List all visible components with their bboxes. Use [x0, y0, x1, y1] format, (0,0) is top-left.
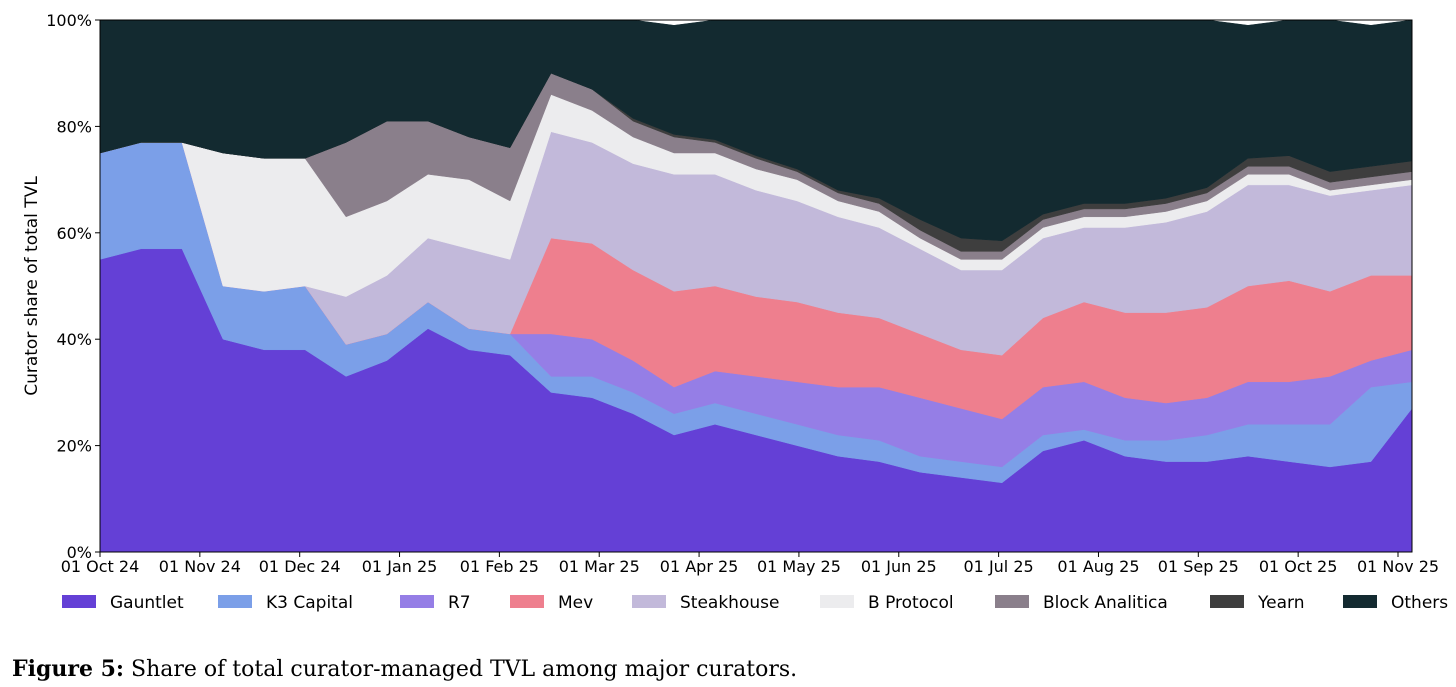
x-tick-label: 01 Sep 25: [1158, 557, 1239, 576]
x-tick-label: 01 Oct 25: [1259, 557, 1338, 576]
plot-frame: [99, 19, 1413, 553]
x-tick-label: 01 Jul 25: [964, 557, 1034, 576]
stacked-area-chart: 0%20%40%60%80%100% 01 Oct 24 01 Nov 24 01 …: [22, 11, 1448, 613]
y-tick-label: 100%: [46, 11, 92, 30]
x-tick-label: 01 Apr 25: [660, 557, 739, 576]
x-tick-label: 01 Feb 25: [460, 557, 539, 576]
y-tick-label: 80%: [56, 117, 92, 136]
x-axis-ticks: 01 Oct 24 01 Nov 24 01 Dec 24 01 Jan 25 01 F…: [61, 552, 1439, 576]
legend-swatch-yearn: [1210, 595, 1244, 608]
legend-label-b-protocol: B Protocol: [868, 593, 954, 613]
figure-caption: Figure 5: Share of total curator-managed…: [12, 656, 797, 682]
y-tick-label: 40%: [56, 330, 92, 349]
y-axis-title: Curator share of total TVL: [22, 176, 42, 396]
x-tick-label: 01 May 25: [757, 557, 841, 576]
figure-caption-text: Share of total curator-managed TVL among…: [131, 657, 798, 682]
legend-label-steakhouse: Steakhouse: [680, 593, 779, 613]
legend-label-gauntlet: Gauntlet: [110, 593, 184, 613]
x-tick-label: 01 Aug 25: [1057, 557, 1139, 576]
x-tick-label: 01 Jan 25: [362, 557, 438, 576]
x-tick-label: 01 Mar 25: [559, 557, 640, 576]
legend-label-k3-capital: K3 Capital: [266, 593, 353, 613]
legend-label-others: Others: [1391, 593, 1448, 613]
chart-axes: [99, 19, 1413, 553]
x-tick-label: 01 Nov 25: [1357, 557, 1439, 576]
legend-label-block-analitica: Block Analitica: [1043, 593, 1168, 613]
chart-legend: Gauntlet K3 Capital R7 Mev Steakhouse B Proto…: [62, 593, 1448, 613]
legend-swatch-block-analitica: [995, 595, 1029, 608]
y-tick-label: 20%: [56, 437, 92, 456]
legend-swatch-steakhouse: [632, 595, 666, 608]
legend-swatch-others: [1343, 595, 1377, 608]
chart-areas: [99, 19, 1413, 553]
x-tick-label: 01 Oct 24: [61, 557, 140, 576]
y-tick-label: 60%: [56, 224, 92, 243]
legend-label-mev: Mev: [558, 593, 593, 613]
y-axis-ticks: 0% 20% 40% 60% 80% 100%: [46, 11, 100, 562]
legend-label-r7: R7: [448, 593, 471, 613]
x-tick-label: 01 Dec 24: [259, 557, 341, 576]
x-tick-label: 01 Jun 25: [861, 557, 937, 576]
legend-swatch-mev: [510, 595, 544, 608]
legend-swatch-k3-capital: [218, 595, 252, 608]
figure-caption-label: Figure 5:: [12, 656, 125, 682]
x-tick-label: 01 Nov 24: [159, 557, 241, 576]
legend-label-yearn: Yearn: [1257, 593, 1304, 613]
y-tick-label: 0%: [67, 543, 92, 562]
legend-swatch-gauntlet: [62, 595, 96, 608]
legend-swatch-r7: [400, 595, 434, 608]
legend-swatch-b-protocol: [820, 595, 854, 608]
